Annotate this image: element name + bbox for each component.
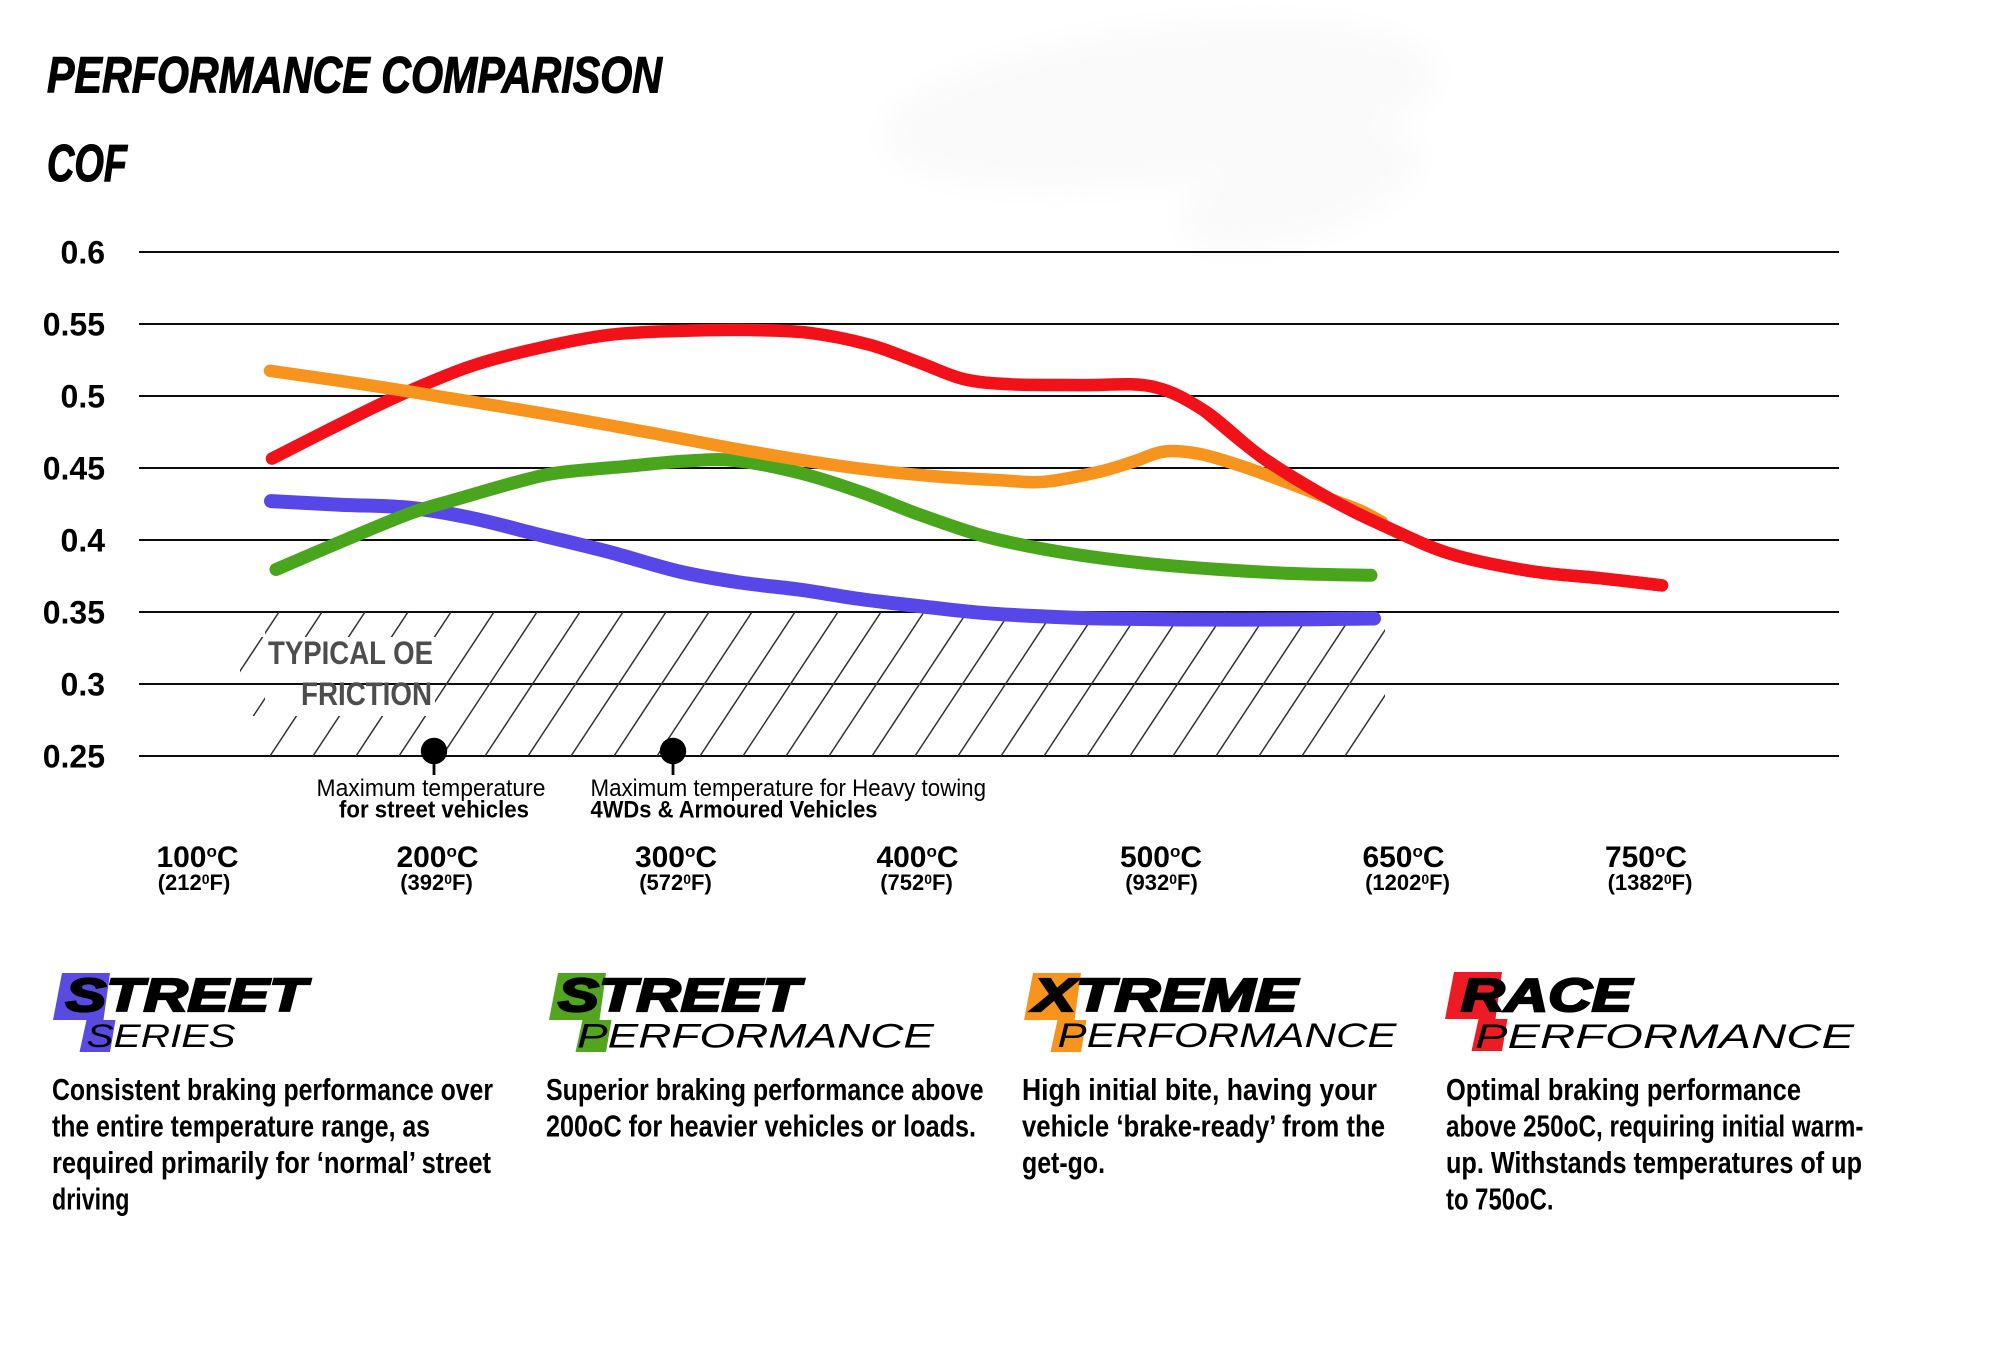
svg-text:PERFORMANCE: PERFORMANCE: [1058, 1017, 1397, 1055]
svg-text:500oC: 500oC: [1120, 841, 1202, 874]
svg-text:vehicle ‘brake-ready’ from the: vehicle ‘brake-ready’ from the: [1022, 1110, 1385, 1144]
svg-text:driving: driving: [52, 1183, 130, 1217]
svg-text:SERIES: SERIES: [87, 1018, 236, 1054]
svg-text:400oC: 400oC: [876, 841, 958, 874]
svg-text:200oC: 200oC: [396, 841, 478, 874]
svg-text:0.35: 0.35: [43, 595, 105, 631]
svg-text:(12020F): (12020F): [1365, 870, 1450, 895]
svg-text:0.5: 0.5: [61, 379, 105, 415]
svg-text:get-go.: get-go.: [1022, 1146, 1105, 1180]
svg-text:(2120F): (2120F): [158, 870, 231, 895]
svg-text:Maximum temperature for Heavy: Maximum temperature for Heavy towing: [591, 775, 987, 802]
svg-text:XTREME: XTREME: [1029, 969, 1299, 1021]
svg-text:Maximum temperature: Maximum temperature: [317, 775, 546, 802]
svg-text:COF: COF: [47, 135, 128, 193]
svg-text:Superior braking performance a: Superior braking performance above: [546, 1073, 984, 1107]
svg-text:0.6: 0.6: [61, 235, 105, 271]
svg-text:0.3: 0.3: [61, 667, 105, 703]
svg-text:650oC: 650oC: [1362, 841, 1444, 874]
svg-text:0.45: 0.45: [43, 451, 105, 487]
svg-text:0.55: 0.55: [43, 307, 105, 343]
svg-text:TYPICAL OE: TYPICAL OE: [268, 635, 433, 671]
svg-text:(5720F): (5720F): [639, 870, 712, 895]
svg-text:(3920F): (3920F): [400, 870, 473, 895]
svg-text:Optimal braking performance: Optimal braking performance: [1446, 1073, 1801, 1107]
svg-text:(7520F): (7520F): [880, 870, 953, 895]
svg-text:0.25: 0.25: [43, 739, 105, 775]
svg-text:(9320F): (9320F): [1125, 870, 1198, 895]
svg-text:RACE: RACE: [1461, 969, 1634, 1021]
svg-text:750oC: 750oC: [1605, 841, 1687, 874]
svg-text:up. Withstands temperatures of: up. Withstands temperatures of up: [1446, 1146, 1862, 1180]
svg-text:STREET: STREET: [66, 969, 312, 1021]
svg-text:High initial bite, having your: High initial bite, having your: [1022, 1073, 1377, 1107]
svg-text:the entire temperature range,: the entire temperature range, as: [52, 1110, 430, 1144]
svg-text:300oC: 300oC: [635, 841, 717, 874]
svg-text:to 750oC.: to 750oC.: [1446, 1183, 1554, 1217]
svg-text:Consistent braking performance: Consistent braking performance over: [52, 1073, 493, 1107]
svg-text:100oC: 100oC: [156, 841, 238, 874]
svg-text:PERFORMANCE: PERFORMANCE: [1475, 1018, 1854, 1056]
svg-text:200oC for heavier vehicles or: 200oC for heavier vehicles or loads.: [546, 1110, 976, 1144]
svg-text:for street vehicles: for street vehicles: [339, 797, 529, 824]
svg-text:above 250oC, requiring initial: above 250oC, requiring initial warm-: [1446, 1110, 1864, 1144]
svg-text:PERFORMANCE: PERFORMANCE: [577, 1018, 934, 1056]
svg-text:(13820F): (13820F): [1608, 870, 1693, 895]
svg-text:FRICTION: FRICTION: [301, 676, 432, 712]
svg-text:STREET: STREET: [558, 969, 805, 1021]
svg-text:required primarily for ‘normal: required primarily for ‘normal’ street: [52, 1146, 491, 1180]
svg-text:0.4: 0.4: [61, 523, 106, 559]
svg-text:4WDs & Armoured Vehicles: 4WDs & Armoured Vehicles: [591, 797, 878, 824]
svg-text:PERFORMANCE COMPARISON: PERFORMANCE COMPARISON: [47, 47, 663, 104]
